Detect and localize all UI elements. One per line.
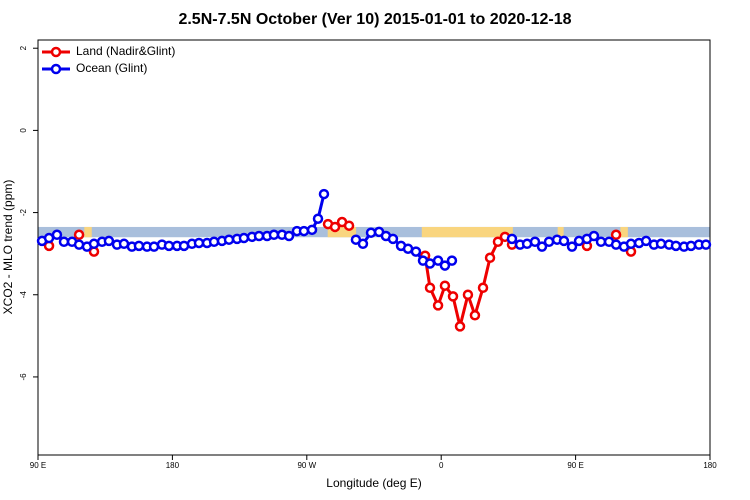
data-point: [298, 225, 310, 237]
data-point: [58, 236, 70, 247]
data-point: [357, 238, 369, 250]
data-point: [88, 238, 100, 250]
data-point: [268, 229, 280, 241]
x-tick-label: 180: [703, 461, 717, 470]
y-tick-label: -6: [19, 373, 28, 381]
data-point: [469, 310, 481, 321]
data-point: [529, 236, 541, 247]
land-shading: [620, 226, 628, 238]
data-point: [306, 224, 318, 236]
data-point: [492, 236, 504, 247]
land-shading: [84, 226, 92, 238]
data-point: [462, 289, 474, 301]
data-point: [410, 246, 422, 257]
data-point: [484, 252, 496, 264]
data-point: [73, 229, 85, 241]
x-tick-label: 90 E: [30, 461, 46, 470]
data-point: [558, 235, 570, 247]
x-tick-label: 90 E: [567, 461, 583, 470]
data-point: [625, 238, 637, 250]
data-point: [685, 240, 697, 252]
data-point: [655, 238, 667, 250]
data-point: [439, 280, 451, 291]
data-point: [133, 240, 145, 252]
chart-title: 2.5N-7.5N October (Ver 10) 2015-01-01 to…: [178, 11, 571, 28]
data-point: [610, 229, 622, 241]
data-point: [103, 235, 115, 247]
data-point: [329, 221, 341, 233]
legend-label: Land (Nadir&Glint): [76, 44, 175, 58]
data-point: [477, 282, 489, 294]
data-point: [588, 230, 600, 242]
data-point: [365, 227, 377, 238]
y-tick-label: -2: [19, 208, 28, 216]
data-point: [543, 236, 555, 247]
data-point: [432, 255, 444, 266]
legend-marker: [50, 46, 62, 58]
x-tick-label: 0: [439, 461, 444, 470]
data-point: [536, 241, 548, 252]
data-point: [454, 321, 466, 332]
y-tick-label: -4: [19, 291, 28, 299]
data-point: [312, 213, 324, 224]
legend-label: Ocean (Glint): [76, 61, 147, 75]
data-point: [163, 240, 175, 252]
data-point: [506, 233, 518, 245]
data-point: [51, 229, 63, 241]
data-point: [640, 235, 652, 247]
data-point: [424, 258, 436, 269]
y-tick-label: 0: [19, 128, 28, 133]
x-tick-label: 90 W: [297, 461, 316, 470]
y-axis-label: XCO2 - MLO trend (ppm): [1, 180, 15, 315]
x-axis-label: Longitude (deg E): [326, 476, 421, 490]
land-shading: [421, 226, 513, 238]
x-tick-label: 180: [166, 461, 180, 470]
data-point: [343, 220, 355, 231]
data-point: [447, 291, 459, 302]
data-point: [439, 260, 451, 271]
data-point: [595, 236, 607, 247]
data-point: [700, 239, 712, 250]
data-point: [566, 241, 578, 252]
y-tick-label: 2: [19, 45, 28, 50]
data-point: [670, 240, 682, 252]
data-point: [238, 232, 250, 244]
land-shading: [327, 226, 357, 238]
data-point: [318, 188, 330, 200]
legend-marker: [50, 63, 62, 75]
data-point: [193, 237, 205, 249]
data-point: [223, 234, 235, 245]
land-shading: [557, 226, 564, 238]
data-point: [432, 300, 444, 311]
data-point: [253, 230, 265, 242]
data-point: [424, 282, 436, 294]
data-point: [387, 233, 399, 245]
data-point: [283, 230, 295, 242]
data-point: [446, 255, 458, 266]
